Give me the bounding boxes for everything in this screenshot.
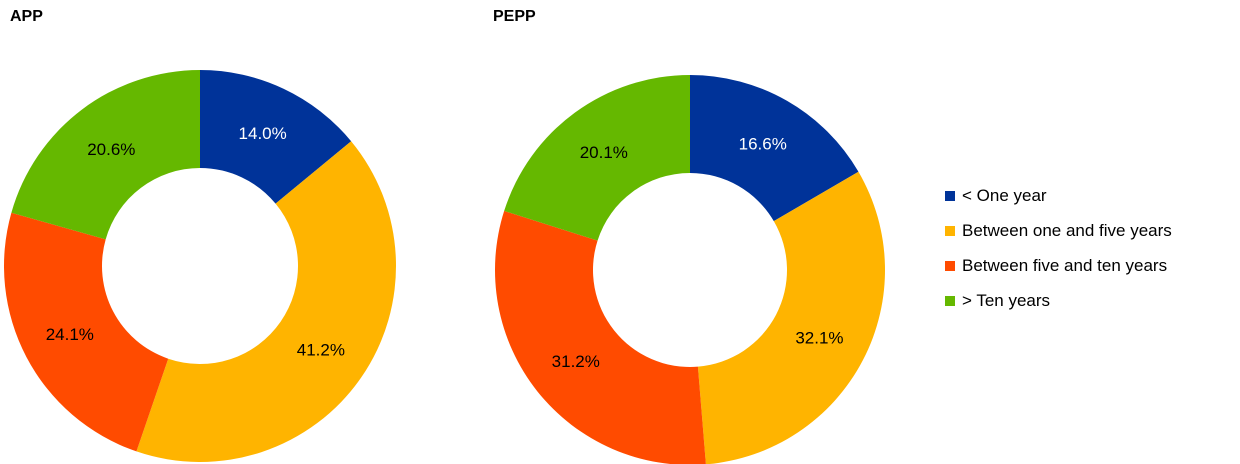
chart-title-pepp: PEPP xyxy=(493,8,536,25)
slice-label: 24.1% xyxy=(46,325,94,344)
legend-item: < One year xyxy=(945,178,1172,213)
slice-label: 16.6% xyxy=(739,134,787,153)
legend-item: > Ten years xyxy=(945,283,1172,318)
donut-slice xyxy=(504,75,690,241)
chart-title-app: APP xyxy=(10,8,43,25)
donut-slice xyxy=(200,70,352,204)
legend-label: Between one and five years xyxy=(962,220,1172,240)
slice-label: 14.0% xyxy=(239,124,287,143)
legend-item: Between five and ten years xyxy=(945,248,1172,283)
legend-label: Between five and ten years xyxy=(962,255,1168,275)
legend-swatch xyxy=(945,225,955,236)
legend-swatch xyxy=(945,260,955,271)
slice-label: 41.2% xyxy=(297,341,345,360)
donut-slice xyxy=(697,171,885,464)
slice-label: 32.1% xyxy=(795,329,843,348)
slice-label: 20.6% xyxy=(87,140,135,159)
legend-item: Between one and five years xyxy=(945,213,1172,248)
slice-label: 20.1% xyxy=(580,143,628,162)
donut-slice xyxy=(11,70,201,240)
donut-slice xyxy=(495,210,706,464)
legend: < One year Between one and five years Be… xyxy=(945,178,1172,318)
donut-slice xyxy=(3,212,169,452)
legend-swatch xyxy=(945,295,955,306)
donut-slice xyxy=(690,75,859,222)
donut-slice xyxy=(136,141,396,462)
slice-label: 31.2% xyxy=(552,352,600,371)
legend-swatch xyxy=(945,190,955,201)
legend-label: < One year xyxy=(962,185,1047,205)
legend-label: > Ten years xyxy=(962,290,1051,310)
